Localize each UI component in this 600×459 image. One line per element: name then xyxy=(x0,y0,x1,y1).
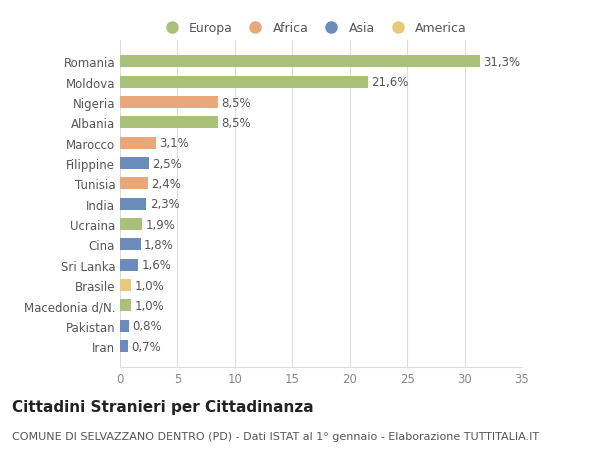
Bar xyxy=(120,178,148,190)
Bar xyxy=(120,97,218,109)
Text: 21,6%: 21,6% xyxy=(371,76,409,89)
Legend: Europa, Africa, Asia, America: Europa, Africa, Asia, America xyxy=(155,18,470,39)
Text: 1,6%: 1,6% xyxy=(142,258,172,272)
Bar xyxy=(120,239,140,251)
Bar xyxy=(120,76,368,89)
Text: COMUNE DI SELVAZZANO DENTRO (PD) - Dati ISTAT al 1° gennaio - Elaborazione TUTTI: COMUNE DI SELVAZZANO DENTRO (PD) - Dati … xyxy=(12,431,539,442)
Text: 2,5%: 2,5% xyxy=(152,157,182,170)
Bar xyxy=(120,137,155,150)
Text: 2,3%: 2,3% xyxy=(150,198,179,211)
Bar xyxy=(120,259,139,271)
Bar xyxy=(120,280,131,291)
Bar xyxy=(120,56,479,68)
Text: 0,7%: 0,7% xyxy=(131,340,161,353)
Bar xyxy=(120,198,146,210)
Bar xyxy=(120,340,128,353)
Bar xyxy=(120,218,142,230)
Text: 1,0%: 1,0% xyxy=(135,299,164,312)
Text: 1,0%: 1,0% xyxy=(135,279,164,292)
Text: 8,5%: 8,5% xyxy=(221,117,251,129)
Bar xyxy=(120,157,149,170)
Text: 0,8%: 0,8% xyxy=(133,319,162,332)
Text: 31,3%: 31,3% xyxy=(483,56,520,69)
Text: 2,4%: 2,4% xyxy=(151,178,181,190)
Text: 1,9%: 1,9% xyxy=(145,218,175,231)
Bar xyxy=(120,300,131,312)
Text: Cittadini Stranieri per Cittadinanza: Cittadini Stranieri per Cittadinanza xyxy=(12,399,314,414)
Text: 3,1%: 3,1% xyxy=(159,137,189,150)
Bar xyxy=(120,117,218,129)
Text: 8,5%: 8,5% xyxy=(221,96,251,109)
Bar xyxy=(120,320,129,332)
Text: 1,8%: 1,8% xyxy=(144,238,174,252)
